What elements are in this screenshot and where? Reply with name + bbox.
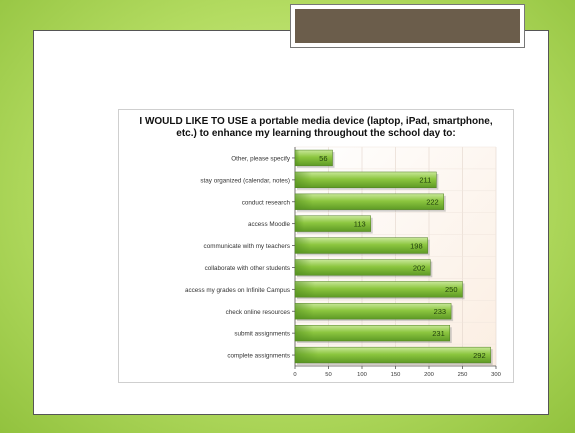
data-label: 56 <box>319 154 327 163</box>
chart-title-line-2: etc.) to enhance my learning throughout … <box>176 127 456 139</box>
bar-shading <box>295 237 428 254</box>
slide-panel: I WOULD LIKE TO USE a portable media dev… <box>33 30 549 415</box>
data-label: 231 <box>432 329 445 338</box>
x-tick-label: 150 <box>391 372 401 378</box>
bar-shading <box>295 150 333 166</box>
category-label: submit assignments <box>234 331 290 338</box>
data-label: 222 <box>426 198 439 207</box>
x-tick-label: 0 <box>293 372 296 378</box>
chart-title: I WOULD LIKE TO USE a portable media dev… <box>119 116 513 139</box>
bar-shading <box>295 281 463 298</box>
x-tick-label: 300 <box>491 372 501 378</box>
category-label: access my grades on Infinite Campus <box>185 287 290 294</box>
title-placeholder-fill <box>295 9 520 43</box>
category-label: complete assignments <box>227 353 290 360</box>
category-label: Other, please specify <box>231 155 291 162</box>
data-label: 202 <box>413 263 426 272</box>
data-label: 250 <box>445 285 458 294</box>
data-label: 113 <box>354 219 366 228</box>
chart-frame: I WOULD LIKE TO USE a portable media dev… <box>118 109 514 383</box>
category-label: communicate with my teachers <box>204 243 290 250</box>
x-tick-label: 200 <box>424 372 434 378</box>
category-label: collaborate with other students <box>205 265 290 272</box>
bar-shading <box>295 193 444 210</box>
bar-chart: Other, please specify 56 stay organized (c… <box>185 146 501 378</box>
bar-shading <box>295 171 437 188</box>
x-tick-label: 100 <box>357 372 367 378</box>
data-label: 198 <box>410 241 423 250</box>
category-label: conduct research <box>242 199 291 206</box>
category-label: access Moodle <box>248 221 290 228</box>
x-tick-label: 50 <box>325 372 331 378</box>
bar-shading <box>295 347 491 363</box>
category-label: check online resources <box>226 309 290 316</box>
bar-shading <box>295 303 452 320</box>
x-tick-label: 250 <box>458 372 468 378</box>
bar-shading <box>295 325 450 342</box>
data-label: 233 <box>434 307 447 316</box>
data-label: 211 <box>419 176 431 185</box>
category-label: stay organized (calendar, notes) <box>200 177 290 184</box>
title-placeholder <box>290 4 525 48</box>
chart-title-line-1: I WOULD LIKE TO USE a portable media dev… <box>139 116 493 127</box>
data-label: 292 <box>473 351 486 360</box>
bar-shading <box>295 215 371 232</box>
bar-shading <box>295 259 431 276</box>
